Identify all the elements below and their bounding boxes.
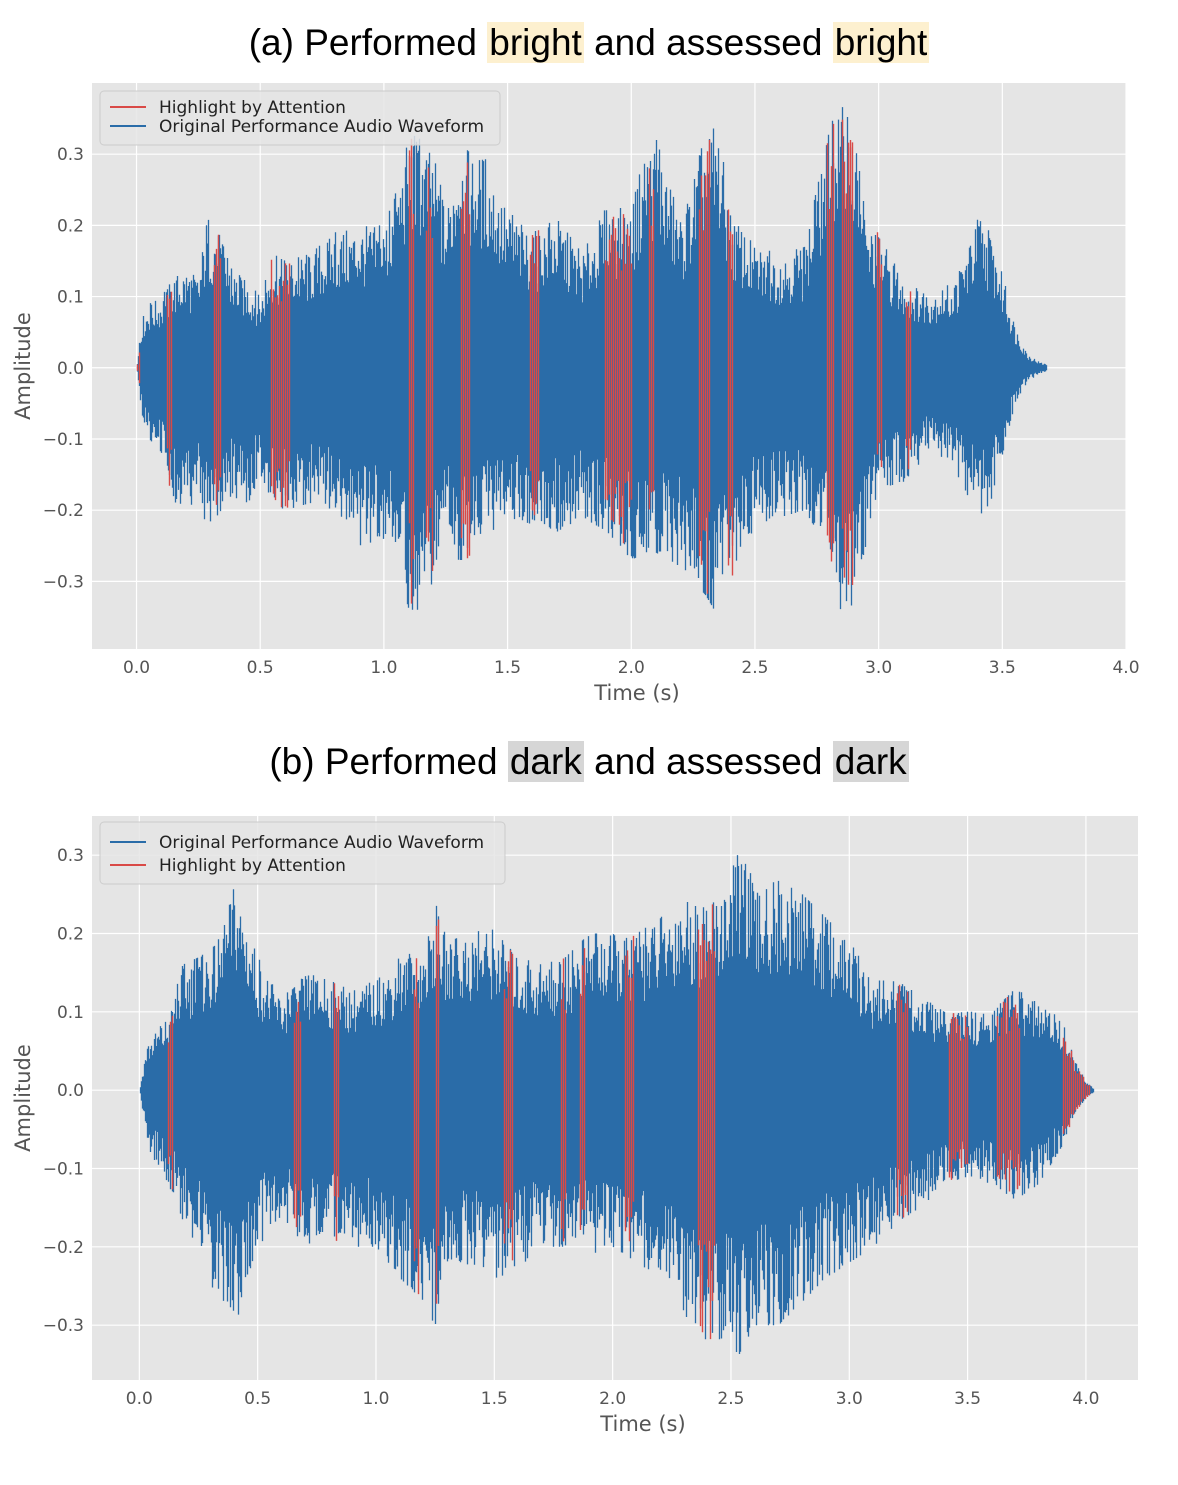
panel-b-title-word1: dark <box>507 741 584 782</box>
x-tick-label: 4.0 <box>1072 1389 1099 1409</box>
highlight-segment <box>1062 1037 1091 1134</box>
highlight-series <box>136 119 912 604</box>
highlight-segment <box>529 230 540 516</box>
panel-a-title: (a) Performed bright and assessed bright <box>0 22 1178 64</box>
y-tick-label: 0.1 <box>57 288 84 308</box>
highlight-segment <box>167 1015 174 1190</box>
x-tick-label: 3.0 <box>836 1389 863 1409</box>
y-tick-label: −0.2 <box>43 1238 84 1258</box>
y-tick-label: −0.3 <box>43 1316 84 1336</box>
x-tick-label: 2.0 <box>618 658 645 678</box>
highlight-segment <box>333 983 340 1241</box>
highlight-segment <box>136 352 141 384</box>
panel-b-title: (b) Performed dark and assessed dark <box>0 741 1178 783</box>
waveform-series <box>139 855 1095 1354</box>
highlight-segment <box>905 291 912 470</box>
highlight-segment <box>166 291 173 486</box>
panel-a-title-middle: and assessed <box>583 22 833 63</box>
x-axis-label: Time (s) <box>599 1412 685 1436</box>
highlight-segment <box>896 984 909 1218</box>
highlight-segment <box>460 162 471 559</box>
x-tick-label: 1.5 <box>494 658 521 678</box>
panel-b-title-word2: dark <box>832 741 909 782</box>
legend-label: Highlight by Attention <box>159 98 346 118</box>
highlight-segment <box>697 904 716 1340</box>
chart-a: 0.0 0.5 1.0 1.5 2.0 2.5 3.0 3.5 4.0 0.3 0.2 0.1 0.0 −… <box>0 75 1178 715</box>
x-tick-label: 2.5 <box>741 658 768 678</box>
highlight-segment <box>408 138 415 604</box>
highlight-segment <box>579 948 586 1230</box>
legend-label: Original Performance Audio Waveform <box>159 117 484 137</box>
x-tick-label: 4.0 <box>1112 658 1139 678</box>
highlight-segment <box>413 958 420 1295</box>
y-tick-label: 0.0 <box>57 1081 84 1101</box>
highlight-segment <box>727 209 734 576</box>
x-tick-label: 1.5 <box>481 1389 508 1409</box>
y-tick-label: −0.1 <box>43 430 84 450</box>
highlight-segment <box>876 232 883 467</box>
y-tick-label: −0.2 <box>43 501 84 521</box>
legend-box <box>99 90 501 146</box>
x-tick-label: 2.0 <box>599 1389 626 1409</box>
legend-label: Highlight by Attention <box>159 856 346 876</box>
y-tick-label: 0.0 <box>57 359 84 379</box>
highlight-segment <box>560 958 567 1242</box>
y-tick-label: −0.3 <box>43 572 84 592</box>
x-tick-label: 0.5 <box>247 658 274 678</box>
x-tick-label: 1.0 <box>370 658 397 678</box>
highlight-segment <box>948 1013 969 1180</box>
highlight-segment <box>270 259 291 508</box>
highlight-segment <box>826 123 835 562</box>
panel-b-title-middle: and assessed <box>583 741 833 782</box>
x-tick-label: 0.5 <box>244 1389 271 1409</box>
y-tick-label: 0.2 <box>57 216 84 236</box>
x-axis-label: Time (s) <box>593 681 679 705</box>
x-tick-label: 3.5 <box>954 1389 981 1409</box>
legend-label: Original Performance Audio Waveform <box>159 833 484 853</box>
y-axis-label: Amplitude <box>11 312 35 420</box>
highlight-segment <box>624 935 635 1242</box>
legend-box <box>99 821 506 885</box>
y-tick-label: 0.1 <box>57 1003 84 1023</box>
x-tick-label: 3.5 <box>989 658 1016 678</box>
x-tick-label: 3.0 <box>865 658 892 678</box>
highlight-segment <box>503 950 514 1261</box>
highlight-series <box>167 904 1091 1340</box>
x-tick-label: 2.5 <box>717 1389 744 1409</box>
highlight-segment <box>293 1001 302 1228</box>
y-tick-label: 0.3 <box>57 145 84 165</box>
panel-a-title-prefix: (a) Performed <box>248 22 488 63</box>
panel-a-title-word1: bright <box>487 22 584 63</box>
highlight-segment <box>604 214 633 544</box>
y-tick-label: −0.1 <box>43 1160 84 1180</box>
x-tick-label: 1.0 <box>362 1389 389 1409</box>
legend: Original Performance Audio Waveform Highl… <box>99 821 506 885</box>
highlight-segment <box>996 997 1021 1192</box>
highlight-segment <box>698 139 711 594</box>
x-tick-label: 0.0 <box>126 1389 153 1409</box>
chart-b-svg: 0.0 0.5 1.0 1.5 2.0 2.5 3.0 3.5 4.0 0.3 0.2 0.1 0.0 −… <box>11 816 1138 1436</box>
panel-a-title-word2: bright <box>832 22 930 63</box>
x-tick-label: 0.0 <box>123 658 150 678</box>
y-axis-label: Amplitude <box>11 1044 35 1152</box>
highlight-segment <box>425 167 434 571</box>
panel-b-title-prefix: (b) Performed <box>269 741 508 782</box>
highlight-segment <box>841 119 854 585</box>
highlight-segment <box>435 919 440 1304</box>
chart-b: 0.0 0.5 1.0 1.5 2.0 2.5 3.0 3.5 4.0 0.3 0.2 0.1 0.0 −… <box>0 800 1178 1480</box>
y-tick-label: 0.3 <box>57 846 84 866</box>
chart-a-svg: 0.0 0.5 1.0 1.5 2.0 2.5 3.0 3.5 4.0 0.3 0.2 0.1 0.0 −… <box>11 83 1140 705</box>
highlight-segment <box>213 234 222 505</box>
y-tick-label: 0.2 <box>57 925 84 945</box>
highlight-segment <box>648 168 655 510</box>
